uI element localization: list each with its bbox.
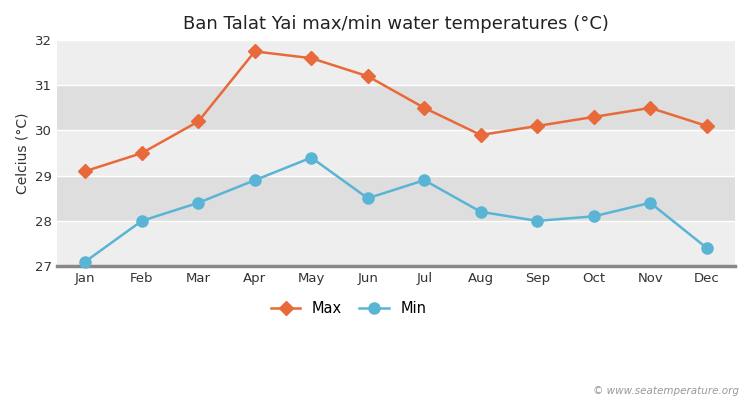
Min [307, 155, 316, 160]
Bar [57, 176, 735, 221]
Min [532, 218, 542, 223]
Title: Ban Talat Yai max/min water temperatures (°C): Ban Talat Yai max/min water temperatures… [183, 15, 609, 33]
Text: © www.seatemperature.org: © www.seatemperature.org [592, 386, 739, 396]
Max [307, 56, 316, 60]
Max [251, 49, 260, 54]
Min [590, 214, 598, 219]
Min [646, 200, 655, 205]
Min [363, 196, 372, 201]
Y-axis label: Celcius (°C): Celcius (°C) [15, 112, 29, 194]
Max [420, 106, 429, 110]
Bar [57, 221, 735, 266]
Max [137, 151, 146, 156]
Bar [57, 85, 735, 130]
Min [476, 210, 485, 214]
Max [702, 124, 711, 128]
Max [81, 169, 90, 174]
Min [251, 178, 260, 182]
Min [81, 259, 90, 264]
Bar [57, 40, 735, 85]
Bar [57, 130, 735, 176]
Max [363, 74, 372, 79]
Min [702, 246, 711, 250]
Min [420, 178, 429, 182]
Legend: Max, Min: Max, Min [265, 295, 432, 322]
Min [137, 218, 146, 223]
Max [646, 106, 655, 110]
Max [532, 124, 542, 128]
Min [194, 200, 202, 205]
Line: Max: Max [80, 46, 712, 176]
Max [590, 114, 598, 119]
Max [476, 133, 485, 138]
Max [194, 119, 202, 124]
Line: Min: Min [80, 152, 712, 267]
